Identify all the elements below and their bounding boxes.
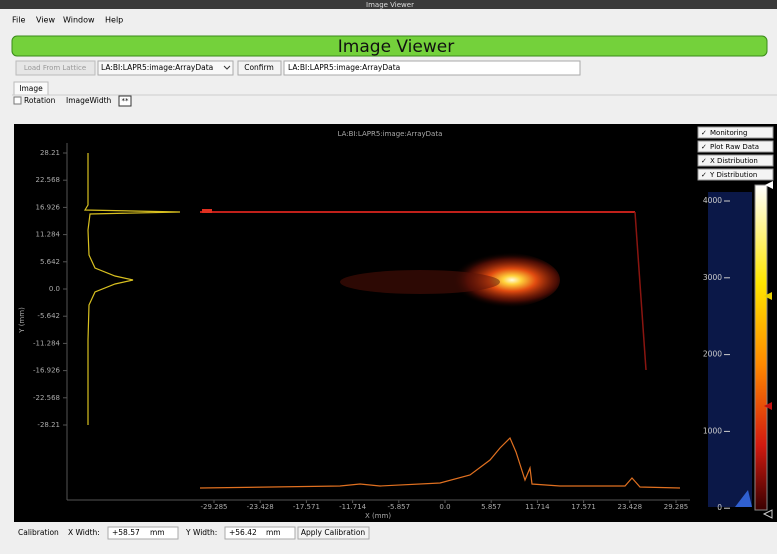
y-tick-label: 11.284	[36, 231, 61, 239]
pv-combo-text: LA:BI:LAPR5:image:ArrayData	[101, 63, 213, 72]
confirm-button-label: Confirm	[244, 63, 274, 72]
toggle-label: Y Distribution	[709, 171, 757, 179]
x-tick-label: -23.428	[247, 503, 274, 511]
x-tick-label: 11.714	[525, 503, 550, 511]
menu-item[interactable]: Window	[63, 16, 95, 25]
y-width-value: +56.42	[229, 528, 257, 537]
menu-item[interactable]: File	[12, 16, 25, 25]
app-window: Image Viewer File View Window Help Image…	[0, 0, 777, 550]
toggle-label: Monitoring	[710, 129, 747, 137]
colorbar	[755, 185, 767, 510]
beam-edge	[202, 209, 212, 213]
menu-item[interactable]: View	[36, 16, 55, 25]
x-tick-label: 0.0	[439, 503, 450, 511]
x-width-unit: mm	[150, 528, 165, 537]
x-axis-label: X (mm)	[365, 512, 391, 520]
colorbar-tick-label: 3000	[703, 273, 722, 282]
toggle-check: ✓	[701, 143, 707, 151]
pv-field-text: LA:BI:LAPR5:image:ArrayData	[288, 63, 400, 72]
x-tick-label: -11.714	[339, 503, 367, 511]
colorbar-tick-label: 4000	[703, 196, 722, 205]
toggle-check: ✓	[701, 157, 707, 165]
y-tick-label: -11.284	[33, 339, 61, 347]
y-tick-label: -28.21	[37, 421, 60, 429]
apply-button-label: Apply Calibration	[301, 528, 366, 537]
y-tick-label: 16.926	[36, 203, 61, 211]
y-tick-label: 28.21	[40, 149, 60, 157]
x-tick-label: -5.857	[388, 503, 411, 511]
x-tick-label: 29.285	[664, 503, 689, 511]
rotation-label: Rotation	[24, 96, 56, 105]
colorbar-tick-label: 1000	[703, 426, 722, 435]
x-tick-label: 5.857	[481, 503, 501, 511]
calibration-label: Calibration	[18, 528, 59, 537]
menu-item[interactable]: Help	[105, 16, 123, 25]
window-title: Image Viewer	[366, 1, 414, 9]
beam-halo	[340, 270, 500, 294]
y-width-label: Y Width:	[185, 528, 217, 537]
y-tick-label: 22.568	[36, 176, 61, 184]
header-title: Image Viewer	[338, 37, 454, 57]
y-width-unit: mm	[266, 528, 281, 537]
y-tick-label: -5.642	[37, 312, 60, 320]
plot-area	[14, 124, 777, 522]
x-width-label: X Width:	[68, 528, 100, 537]
toggle-label: Plot Raw Data	[710, 143, 759, 151]
x-tick-label: 23.428	[618, 503, 643, 511]
toggle-check: ✓	[701, 171, 707, 179]
y-tick-label: -22.568	[33, 394, 60, 402]
toggle-label: X Distribution	[710, 157, 758, 165]
y-axis-label: Y (mm)	[18, 307, 26, 334]
load-button-label: Load From Lattice	[24, 64, 86, 72]
y-tick-label: 0.0	[49, 285, 60, 293]
x-width-value: +58.57	[112, 528, 140, 537]
y-tick-label: 5.642	[40, 258, 60, 266]
toggle-check: ✓	[701, 129, 707, 137]
x-tick-label: -29.285	[200, 503, 227, 511]
image-width-value: **	[122, 97, 130, 105]
plot-title: LA:BI:LAPR5:image:ArrayData	[338, 130, 443, 138]
tab-label: Image	[19, 84, 43, 93]
x-tick-label: 17.571	[571, 503, 596, 511]
colorbar-tick-label: 2000	[703, 350, 722, 359]
x-tick-label: -17.571	[293, 503, 320, 511]
y-tick-label: -16.926	[33, 367, 61, 375]
colorbar-tick-label: 0	[717, 503, 722, 512]
image-width-label: ImageWidth	[66, 96, 112, 105]
rotation-checkbox[interactable]	[14, 97, 21, 104]
